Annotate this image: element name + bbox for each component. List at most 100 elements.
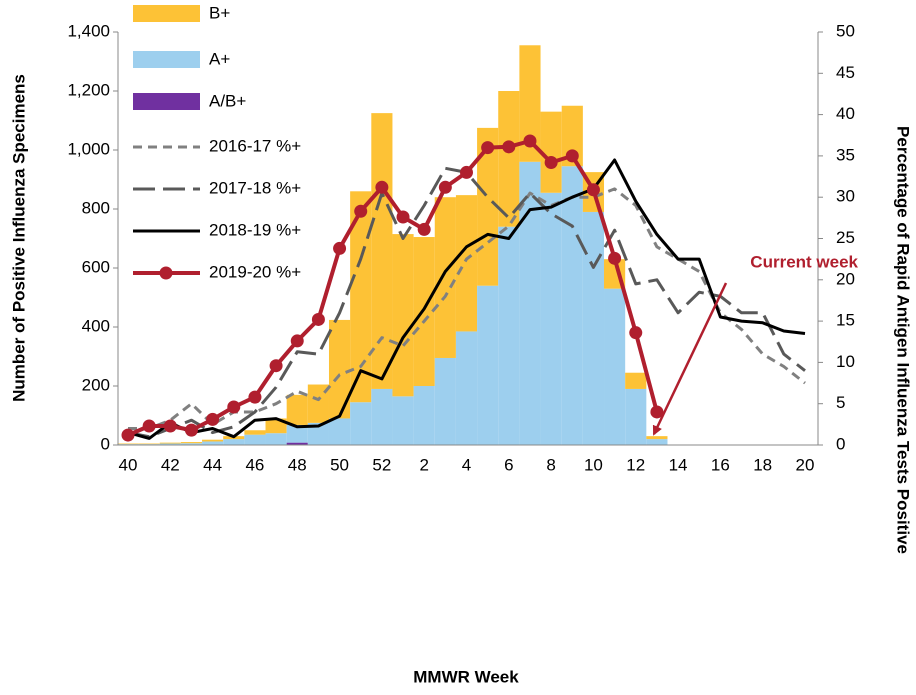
y2-tick-label: 15 bbox=[836, 311, 855, 330]
marker bbox=[608, 251, 622, 265]
bar bbox=[498, 226, 520, 445]
bar bbox=[371, 113, 393, 389]
marker bbox=[121, 428, 135, 442]
legend-label: A+ bbox=[209, 49, 230, 68]
bar bbox=[413, 237, 435, 386]
marker bbox=[290, 334, 304, 348]
bar bbox=[180, 442, 203, 444]
annotation: Current week bbox=[750, 252, 858, 271]
marker bbox=[184, 423, 198, 437]
legend-label: A/B+ bbox=[209, 91, 246, 110]
x-tick-label: 50 bbox=[330, 455, 349, 474]
bar bbox=[646, 439, 668, 445]
annotation-arrow bbox=[652, 282, 728, 436]
x-tick-label: 52 bbox=[372, 455, 391, 474]
y2-tick-label: 5 bbox=[836, 393, 845, 412]
marker bbox=[396, 210, 410, 224]
bar bbox=[350, 191, 372, 403]
y-tick-label: 200 bbox=[82, 375, 110, 394]
bar bbox=[286, 394, 308, 425]
bar bbox=[455, 331, 478, 445]
bar bbox=[519, 45, 541, 162]
marker bbox=[417, 222, 431, 236]
bar bbox=[561, 166, 583, 445]
y2-tick-label: 0 bbox=[836, 434, 845, 453]
bar bbox=[180, 443, 203, 445]
y-tick-label: 1,200 bbox=[67, 80, 110, 99]
y2-tick-label: 50 bbox=[836, 21, 855, 40]
y2-tick-label: 35 bbox=[836, 145, 855, 164]
marker bbox=[142, 419, 156, 433]
y-tick-label: 600 bbox=[82, 257, 110, 276]
bar bbox=[519, 161, 541, 446]
x-tick-label: 44 bbox=[203, 455, 222, 474]
marker bbox=[544, 156, 558, 170]
bar bbox=[223, 439, 245, 445]
bar bbox=[625, 388, 647, 445]
x-tick-label: 14 bbox=[669, 455, 688, 474]
marker bbox=[481, 141, 495, 155]
x-tick-label: 46 bbox=[245, 455, 264, 474]
y2-tick-label: 25 bbox=[836, 228, 855, 247]
bar bbox=[604, 288, 626, 445]
marker bbox=[523, 134, 537, 148]
marker bbox=[227, 400, 241, 414]
bar bbox=[286, 424, 308, 443]
marker bbox=[269, 359, 283, 373]
bar bbox=[350, 402, 372, 445]
bar bbox=[307, 384, 329, 423]
bar bbox=[244, 430, 266, 435]
line bbox=[128, 187, 806, 430]
marker bbox=[375, 180, 389, 194]
bar bbox=[328, 418, 351, 445]
y-tick-label: 1,000 bbox=[67, 139, 110, 158]
x-tick-label: 48 bbox=[288, 455, 307, 474]
marker bbox=[248, 390, 262, 404]
bar bbox=[202, 441, 224, 445]
bar bbox=[540, 192, 562, 445]
marker bbox=[502, 140, 516, 154]
y2-tick-label: 30 bbox=[836, 187, 855, 206]
bar bbox=[434, 197, 456, 358]
bar bbox=[413, 386, 435, 445]
x-tick-label: 16 bbox=[711, 455, 730, 474]
legend-swatch bbox=[133, 51, 200, 68]
x-tick-label: 6 bbox=[504, 455, 513, 474]
marker bbox=[354, 204, 368, 218]
bar bbox=[138, 443, 160, 445]
x-tick-label: 12 bbox=[626, 455, 645, 474]
y-tick-label: 0 bbox=[101, 434, 110, 453]
line bbox=[127, 158, 806, 440]
bar bbox=[561, 105, 583, 167]
legend-label: 2019-20 %+ bbox=[209, 262, 301, 281]
x-tick-label: 2 bbox=[419, 455, 428, 474]
x-tick-label: 40 bbox=[119, 455, 138, 474]
bar bbox=[117, 443, 139, 445]
bar bbox=[434, 357, 456, 445]
bar bbox=[498, 91, 520, 227]
bar bbox=[159, 442, 181, 444]
legend-label: 2017-18 %+ bbox=[209, 178, 301, 197]
legend-label: B+ bbox=[209, 3, 230, 22]
y-tick-label: 800 bbox=[82, 198, 110, 217]
marker bbox=[650, 405, 664, 419]
bar bbox=[307, 422, 329, 445]
y2-tick-label: 40 bbox=[836, 104, 855, 123]
bar bbox=[244, 434, 266, 445]
x-tick-label: 20 bbox=[796, 455, 815, 474]
bar bbox=[582, 211, 605, 445]
y2-axis-title: Percentage of Rapid Antigen Influenza Te… bbox=[894, 126, 913, 554]
x-tick-label: 4 bbox=[462, 455, 471, 474]
legend-label: 2016-17 %+ bbox=[209, 136, 301, 155]
y-tick-label: 1,400 bbox=[67, 21, 110, 40]
x-tick-label: 18 bbox=[753, 455, 772, 474]
marker bbox=[206, 412, 220, 426]
legend-label: 2018-19 %+ bbox=[209, 220, 301, 239]
marker bbox=[311, 312, 325, 326]
bar bbox=[202, 439, 224, 442]
bar bbox=[159, 443, 181, 445]
x-tick-label: 42 bbox=[161, 455, 180, 474]
y2-tick-label: 10 bbox=[836, 352, 855, 371]
